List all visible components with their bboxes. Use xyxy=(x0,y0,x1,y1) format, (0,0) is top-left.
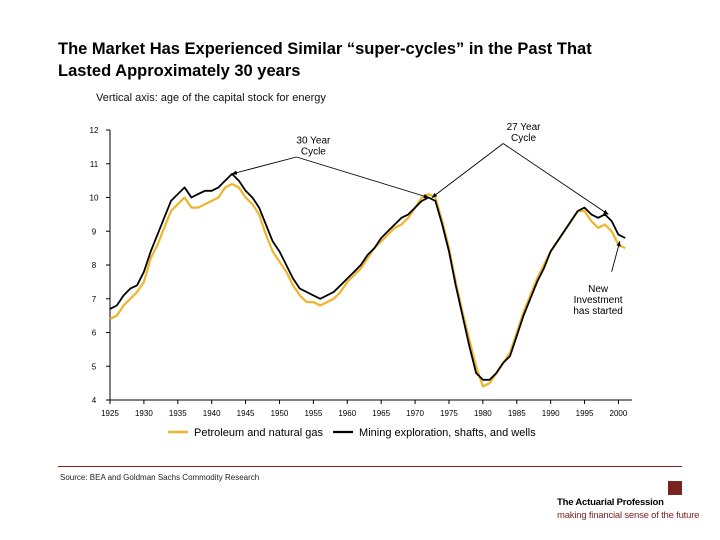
slide-title-line-1: The Market Has Experienced Similar “supe… xyxy=(58,40,592,58)
source-note: Source: BEA and Goldman Sachs Commodity … xyxy=(60,473,260,482)
y-tick-label: 12 xyxy=(90,126,99,135)
annotation-arrow xyxy=(296,156,430,199)
x-tick-label: 1935 xyxy=(169,409,187,418)
annotation-label-line: Investment xyxy=(574,295,623,306)
x-tick-label: 2000 xyxy=(610,409,628,418)
x-tick-label: 1995 xyxy=(576,409,594,418)
chart: 4 5 6 7 8 9 10 11 12 1925 1930 1935 1940 1945 1950 1955… xyxy=(90,122,632,439)
annotation-label: 30 Year Cycle xyxy=(296,136,331,158)
series-line-mining-exploration xyxy=(109,172,626,381)
x-tick-label: 1980 xyxy=(474,409,492,418)
x-tick-label: 1970 xyxy=(406,409,424,418)
logo-square-icon xyxy=(668,481,682,495)
x-tick-label: 1955 xyxy=(304,409,322,418)
annotation-label: 27 Year Cycle xyxy=(507,122,542,144)
x-tick-label: 1940 xyxy=(203,409,221,418)
x-tick-label: 1985 xyxy=(508,409,526,418)
y-tick-label: 6 xyxy=(92,329,97,338)
logo-name: The Actuarial Profession xyxy=(557,497,664,508)
x-tick-label: 1950 xyxy=(271,409,289,418)
annotation-label: New Investment has started xyxy=(573,284,622,317)
annotation-arrow xyxy=(611,240,621,272)
x-tick-label: 1930 xyxy=(135,409,153,418)
y-tick-label: 9 xyxy=(92,227,97,236)
slide-title: The Market Has Experienced Similar “supe… xyxy=(58,38,698,82)
y-tick-label: 4 xyxy=(92,396,97,405)
legend-label: Mining exploration, shafts, and wells xyxy=(359,427,536,439)
x-tick-label: 1965 xyxy=(372,409,390,418)
annotation-label-line: Cycle xyxy=(511,133,536,144)
chart-subtitle: Vertical axis: age of the capital stock … xyxy=(96,92,326,104)
y-tick-label: 8 xyxy=(92,261,97,270)
annotation-label-line: New xyxy=(588,284,609,295)
x-tick-label: 1960 xyxy=(338,409,356,418)
legend-label: Petroleum and natural gas xyxy=(194,427,324,439)
y-tick-label: 7 xyxy=(92,295,97,304)
y-tick-label: 5 xyxy=(92,362,97,371)
annotation-label-line: 30 Year xyxy=(296,136,331,147)
series-line-petroleum-natural-gas xyxy=(109,182,626,388)
y-tick-label: 10 xyxy=(90,194,99,203)
annotation-label-line: 27 Year xyxy=(507,122,542,133)
x-tick-label: 1990 xyxy=(542,409,560,418)
annotation-arrow xyxy=(431,143,504,198)
footer-divider xyxy=(58,466,682,467)
x-tick-label: 1945 xyxy=(237,409,255,418)
x-tick-label: 1925 xyxy=(101,409,119,418)
annotation-label-line: has started xyxy=(573,306,622,317)
x-tick-label: 1975 xyxy=(440,409,458,418)
annotation-label-line: Cycle xyxy=(301,147,326,158)
y-tick-label: 11 xyxy=(90,160,99,169)
logo-tagline: making financial sense of the future xyxy=(557,510,700,521)
annotation-arrow xyxy=(502,143,609,215)
slide-title-line-2: Lasted Approximately 30 years xyxy=(58,62,301,80)
annotation-arrow xyxy=(231,156,297,175)
